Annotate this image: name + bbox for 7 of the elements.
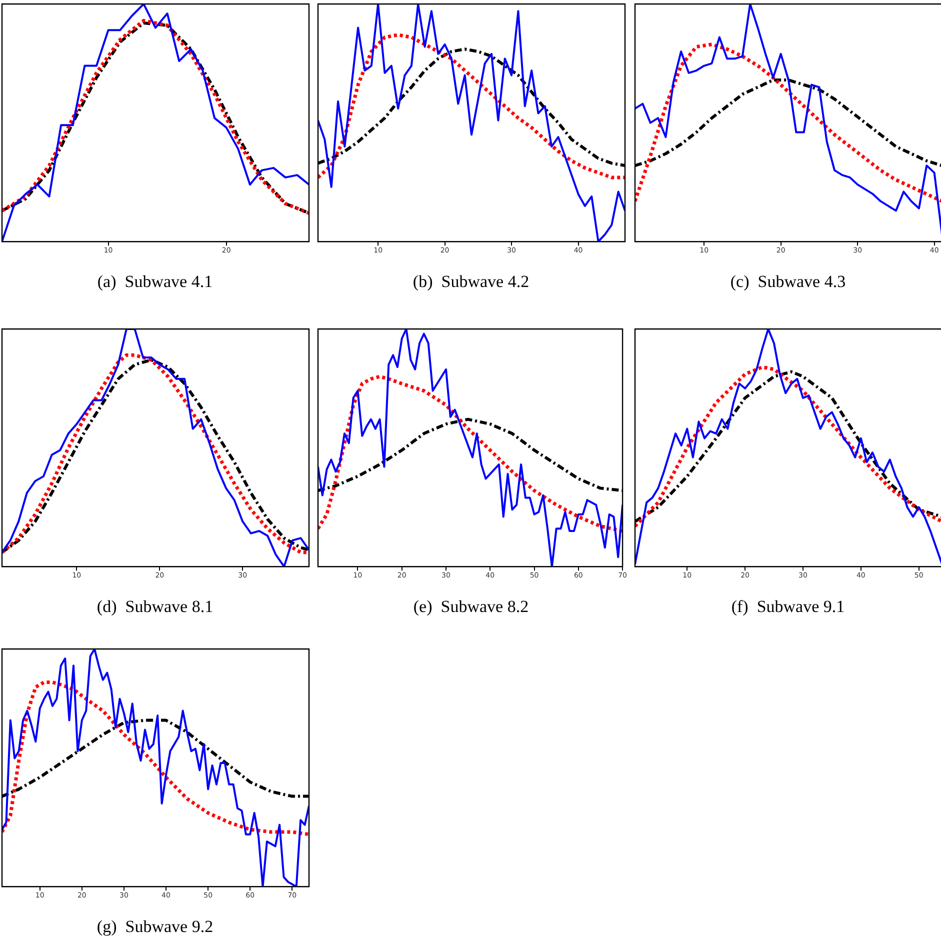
text: (g) Subwave 9.2 <box>96 917 214 937</box>
text: (f) Subwave 9.1 <box>730 597 846 617</box>
text: (a) Subwave 4.1 <box>96 272 214 292</box>
text: (b) Subwave 4.2 <box>412 272 530 292</box>
text: (c) Subwave 4.3 <box>729 272 847 292</box>
text: (d) Subwave 8.1 <box>96 597 214 617</box>
text: (e) Subwave 8.2 <box>412 597 530 617</box>
